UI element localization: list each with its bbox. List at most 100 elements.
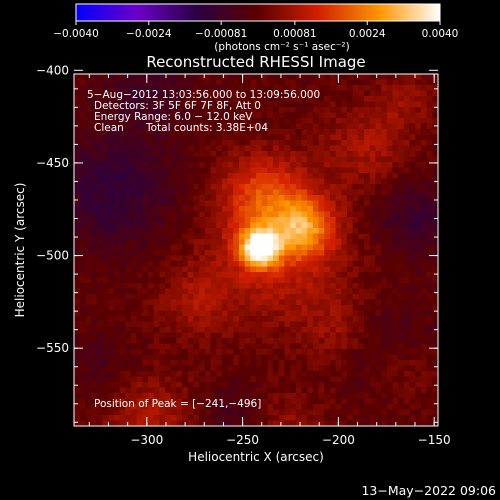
heatmap-pixel (409, 343, 416, 350)
heatmap-pixel (153, 387, 160, 394)
heatmap-pixel (119, 415, 126, 421)
heatmap-pixel (403, 145, 410, 152)
heatmap-pixel (176, 228, 183, 234)
heatmap-pixel (341, 393, 348, 399)
heatmap-pixel (221, 393, 228, 399)
heatmap-pixel (79, 371, 86, 377)
heatmap-pixel (341, 233, 348, 240)
heatmap-pixel (403, 162, 410, 168)
heatmap-pixel (79, 145, 86, 152)
heatmap-pixel (113, 178, 120, 185)
heatmap-pixel (210, 327, 217, 333)
heatmap-pixel (170, 140, 177, 146)
heatmap-pixel (96, 371, 103, 377)
heatmap-pixel (199, 277, 206, 284)
heatmap-pixel (403, 288, 410, 295)
heatmap-pixel (256, 74, 263, 80)
heatmap-pixel (364, 288, 371, 295)
heatmap-pixel (347, 140, 354, 146)
annotation-detectors: Detectors: 3F 5F 6F 7F 8F, Att 0 (94, 100, 261, 112)
heatmap-pixel (250, 85, 257, 91)
heatmap-pixel (170, 167, 177, 174)
heatmap-pixel (108, 266, 115, 273)
heatmap-pixel (108, 184, 115, 190)
heatmap-pixel (136, 167, 143, 174)
heatmap-pixel (341, 398, 348, 405)
heatmap-pixel (244, 90, 251, 97)
heatmap-pixel (426, 371, 433, 377)
heatmap-pixel (267, 118, 274, 124)
heatmap-pixel (369, 107, 376, 113)
heatmap-pixel (221, 327, 228, 333)
heatmap-pixel (216, 79, 223, 86)
heatmap-pixel (256, 151, 263, 157)
heatmap-pixel (238, 404, 245, 410)
heatmap-pixel (381, 360, 388, 366)
heatmap-pixel (261, 195, 268, 201)
heatmap-pixel (386, 261, 393, 267)
heatmap-pixel (96, 382, 103, 388)
heatmap-pixel (216, 228, 223, 234)
heatmap-pixel (381, 156, 388, 163)
heatmap-pixel (386, 277, 393, 284)
heatmap-pixel (233, 123, 240, 130)
heatmap-pixel (420, 294, 427, 300)
heatmap-pixel (136, 217, 143, 223)
heatmap-pixel (307, 217, 314, 223)
heatmap-pixel (312, 338, 319, 344)
heatmap-pixel (96, 250, 103, 256)
heatmap-pixel (409, 244, 416, 251)
heatmap-pixel (369, 195, 376, 201)
heatmap-pixel (375, 90, 382, 97)
heatmap-pixel (193, 288, 200, 295)
heatmap-pixel (369, 206, 376, 212)
heatmap-pixel (335, 360, 342, 366)
heatmap-pixel (295, 222, 302, 229)
heatmap-pixel (352, 222, 359, 229)
heatmap-pixel (386, 178, 393, 185)
heatmap-pixel (85, 261, 92, 267)
heatmap-pixel (403, 415, 410, 421)
heatmap-pixel (250, 376, 257, 383)
heatmap-pixel (398, 134, 405, 141)
heatmap-pixel (381, 107, 388, 113)
heatmap-pixel (386, 250, 393, 256)
heatmap-pixel (193, 211, 200, 218)
heatmap-pixel (295, 420, 302, 427)
heatmap-pixel (187, 123, 194, 130)
heatmap-pixel (113, 272, 120, 278)
heatmap-pixel (176, 195, 183, 201)
heatmap-pixel (79, 261, 86, 267)
heatmap-pixel (170, 338, 177, 344)
colorbar-tick-label: −0.0040 (53, 28, 99, 40)
heatmap-pixel (187, 211, 194, 218)
heatmap-pixel (244, 354, 251, 361)
heatmap-pixel (295, 107, 302, 113)
heatmap-pixel (233, 222, 240, 229)
heatmap-pixel (233, 233, 240, 240)
heatmap-pixel (221, 255, 228, 262)
heatmap-pixel (108, 288, 115, 295)
heatmap-pixel (312, 90, 319, 97)
heatmap-pixel (182, 85, 189, 91)
heatmap-pixel (335, 107, 342, 113)
heatmap-pixel (267, 189, 274, 196)
heatmap-pixel (324, 239, 331, 245)
heatmap-pixel (199, 134, 206, 141)
heatmap-pixel (238, 217, 245, 223)
heatmap-pixel (250, 96, 257, 102)
heatmap-pixel (119, 327, 126, 333)
heatmap-pixel (335, 272, 342, 278)
heatmap-pixel (125, 79, 132, 86)
heatmap-pixel (210, 233, 217, 240)
heatmap-pixel (204, 360, 211, 366)
heatmap-pixel (301, 85, 308, 91)
heatmap-pixel (403, 266, 410, 273)
heatmap-pixel (182, 272, 189, 278)
heatmap-pixel (267, 206, 274, 212)
heatmap-pixel (165, 151, 172, 157)
colorbar-ticks: −0.0040 −0.0024 −0.00081 0.00081 0.0024 0.004… (53, 21, 458, 40)
heatmap-pixel (182, 415, 189, 421)
heatmap-pixel (119, 365, 126, 372)
